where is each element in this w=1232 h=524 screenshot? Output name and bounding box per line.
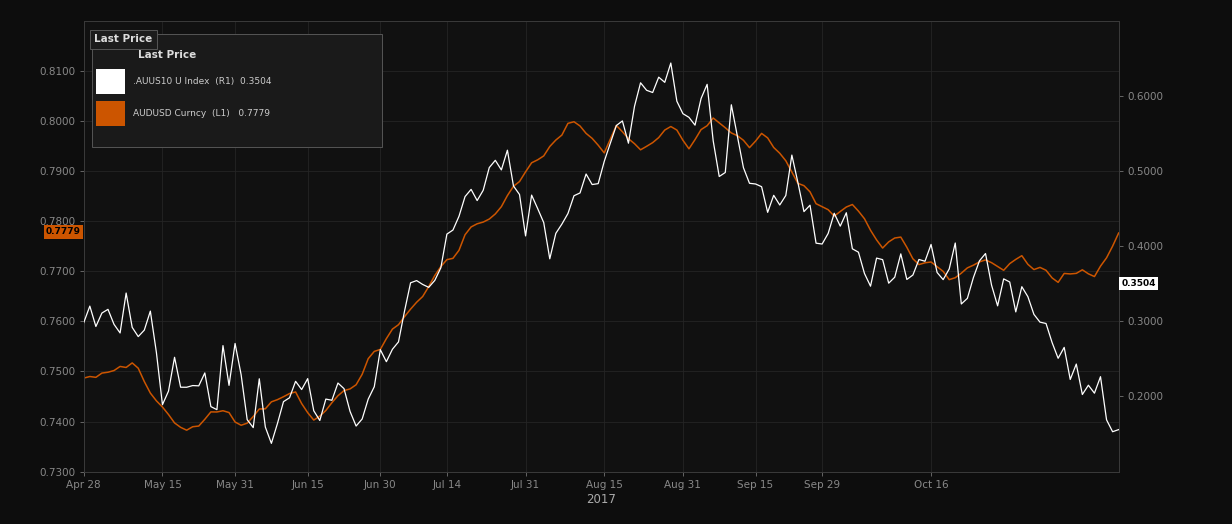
Text: Last Price: Last Price	[138, 50, 196, 60]
FancyBboxPatch shape	[92, 35, 382, 147]
Text: .AUUS10 U Index  (R1)  0.3504: .AUUS10 U Index (R1) 0.3504	[133, 78, 272, 86]
FancyBboxPatch shape	[96, 101, 126, 126]
Text: 0.7779: 0.7779	[46, 227, 81, 236]
Text: AUDUSD Curncy  (L1)   0.7779: AUDUSD Curncy (L1) 0.7779	[133, 109, 271, 118]
FancyBboxPatch shape	[96, 69, 126, 94]
Text: 0.3504: 0.3504	[1121, 279, 1156, 288]
Text: Last Price: Last Price	[94, 35, 153, 45]
X-axis label: 2017: 2017	[586, 493, 616, 506]
